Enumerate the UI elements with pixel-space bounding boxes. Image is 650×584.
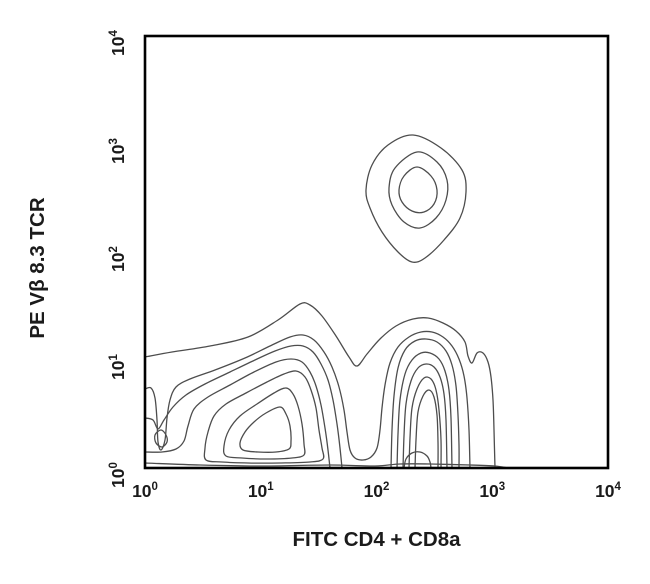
contour-line-upper-ring-inner — [398, 166, 438, 214]
y-tick-label-10e0: 100 — [108, 462, 128, 488]
contour-lines-group — [145, 134, 509, 468]
y-tick-label-10e2: 102 — [108, 246, 128, 272]
contour-line-right-arch7 — [414, 389, 439, 468]
contour-line-lower-left-loop5 — [203, 370, 325, 464]
contour-line-lower-left-level3 — [145, 344, 343, 468]
y-axis-title: PE Vβ 8.3 TCR — [26, 197, 49, 338]
y-tick-label-10e3: 103 — [108, 138, 128, 164]
contour-line-lower-outermost — [145, 302, 496, 468]
contour-line-right-arch3 — [390, 338, 460, 468]
contour-line-lower-level2-gorge-arch — [145, 330, 471, 468]
x-tick-label-10e3: 103 — [479, 481, 505, 501]
contour-line-right-arch4 — [396, 351, 453, 468]
contour-line-right-arch6 — [408, 376, 442, 468]
contour-line-upper-ring-outer — [365, 134, 467, 263]
contour-line-right-arch5 — [402, 363, 448, 468]
x-tick-label-10e2: 102 — [364, 481, 390, 501]
x-tick-label-10e1: 101 — [248, 481, 274, 501]
contour-line-right-hollow-bump — [403, 451, 432, 468]
contour-line-lower-left-level4 — [145, 358, 331, 468]
x-axis-title: FITC CD4 + CD8a — [292, 528, 461, 551]
contour-line-bottom-baseline-level — [145, 462, 509, 468]
contour-line-upper-ring-mid — [388, 151, 449, 229]
contour-line-lower-left-loop6 — [222, 387, 306, 460]
y-tick-label-10e4: 104 — [108, 29, 128, 55]
y-tick-label-10e1: 101 — [108, 353, 128, 379]
contour-line-lower-left-loop7 — [239, 406, 292, 453]
plot-frame — [143, 34, 610, 470]
x-tick-label-10e4: 104 — [595, 481, 621, 501]
contour-line-finger-oval — [153, 429, 168, 448]
x-tick-label-10e0: 100 — [132, 481, 158, 501]
